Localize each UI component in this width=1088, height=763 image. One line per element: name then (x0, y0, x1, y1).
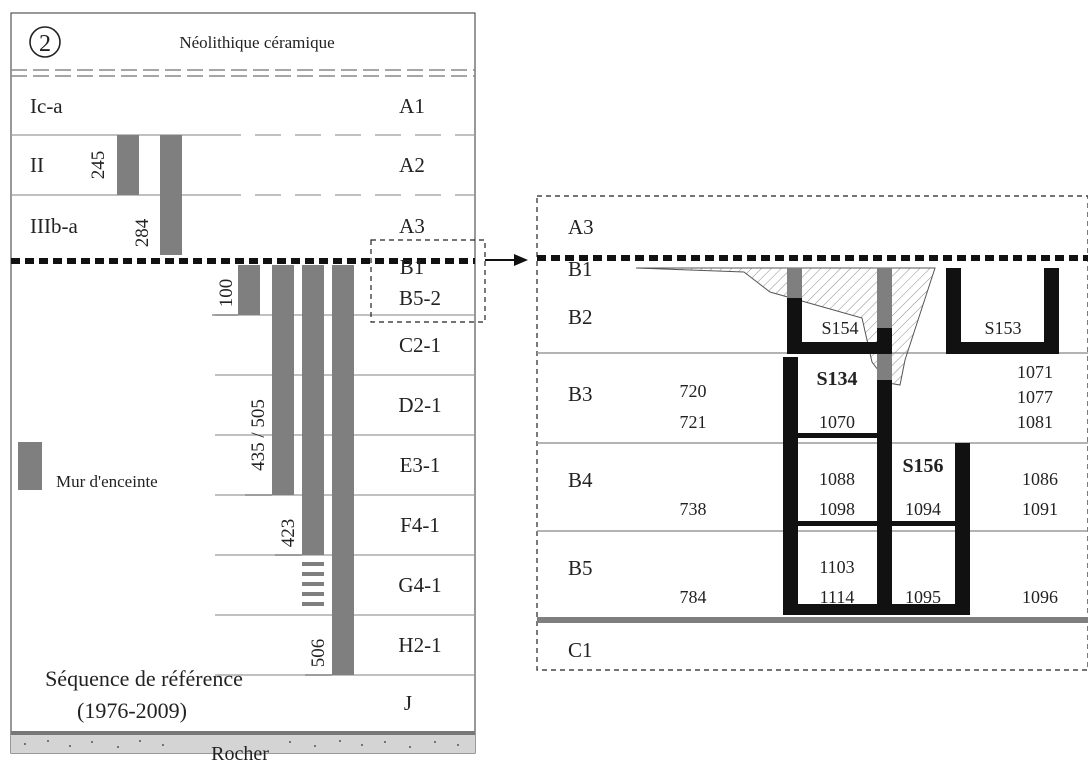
zoom-arrow-head (514, 254, 528, 266)
wall-bar-435-505 (272, 265, 294, 495)
left-panel-frame (10, 12, 476, 754)
phase-ic-a: Ic-a (30, 94, 63, 118)
num-1081: 1081 (1017, 412, 1053, 432)
wall-label-245: 245 (88, 151, 109, 180)
label-s134: S134 (816, 368, 857, 390)
right-layer-a3: A3 (568, 215, 594, 239)
bedrock-band (11, 733, 475, 753)
bedrock-speckles (24, 740, 459, 748)
num-1098: 1098 (819, 499, 855, 519)
wall-bar-506 (332, 265, 354, 675)
phase-iiib-a: IIIb-a (30, 214, 78, 238)
layer-f4-1: F4-1 (400, 513, 440, 537)
wall-label-423: 423 (278, 519, 299, 548)
num-1071: 1071 (1017, 362, 1053, 382)
num-1070: 1070 (819, 412, 855, 432)
num-720: 720 (680, 381, 707, 401)
num-1088: 1088 (819, 469, 855, 489)
layer-a2: A2 (399, 153, 425, 177)
layer-a1: A1 (399, 94, 425, 118)
num-738: 738 (680, 499, 707, 519)
structure-s153 (946, 268, 1059, 354)
circle-number-ring (29, 26, 61, 58)
wall-bar-284 (160, 135, 182, 255)
layer-e3-1: E3-1 (400, 453, 441, 477)
wall-bar-245 (117, 135, 139, 195)
num-1091: 1091 (1022, 499, 1058, 519)
layer-g4-1: G4-1 (398, 573, 441, 597)
wall-label-100: 100 (216, 279, 237, 308)
wall-bar-100 (238, 265, 260, 315)
phase-ii: II (30, 153, 44, 177)
circle-number: 2 (39, 31, 51, 57)
wall-label-ticks (212, 314, 332, 676)
label-s153: S153 (984, 318, 1021, 338)
wall-label-506: 506 (308, 639, 329, 668)
wall-bars (18, 135, 354, 675)
num-1114: 1114 (820, 587, 855, 607)
layer-b5-2: B5-2 (399, 286, 441, 310)
layer-h2-1: H2-1 (398, 633, 441, 657)
num-1095: 1095 (905, 587, 941, 607)
legend-label: Mur d'enceinte (56, 472, 158, 491)
zoom-selection-box (370, 239, 486, 323)
bedrock-label: Rocher (211, 743, 269, 763)
layer-b1: B1 (400, 255, 425, 279)
wall-label-284: 284 (132, 218, 153, 247)
right-layer-b5: B5 (568, 556, 593, 580)
num-721: 721 (680, 412, 707, 432)
wall-bar-423-dashed (302, 562, 324, 606)
right-panel: A3 B1 B2 B3 B4 B5 C1 S154 S153 S134 S156… (536, 195, 1088, 671)
right-layer-b2: B2 (568, 305, 593, 329)
num-1077: 1077 (1017, 387, 1053, 407)
right-layer-c1: C1 (568, 638, 593, 662)
layer-j: J (404, 691, 412, 715)
wall-label-435-505: 435 / 505 (248, 399, 269, 471)
s154-gray-extension (877, 354, 892, 380)
right-layer-lines (537, 352, 1088, 532)
num-1086: 1086 (1022, 469, 1058, 489)
right-layer-b4: B4 (568, 468, 593, 492)
layer-c2-1: C2-1 (399, 333, 441, 357)
label-s154: S154 (821, 318, 858, 338)
wall-bar-423 (302, 265, 324, 555)
caption-line-1: Séquence de référence (45, 666, 243, 691)
structure-s134 (783, 357, 892, 615)
label-s156: S156 (902, 455, 943, 477)
right-layer-b3: B3 (568, 382, 593, 406)
num-1096: 1096 (1022, 587, 1058, 607)
num-1094: 1094 (905, 499, 941, 519)
structure-s156 (892, 443, 970, 615)
caption-line-2: (1976-2009) (77, 698, 187, 723)
num-1103: 1103 (819, 557, 854, 577)
left-panel: 2 Néolithique céramique Ic-a II IIIb-a A… (10, 12, 528, 763)
num-784: 784 (680, 587, 707, 607)
structure-s154 (787, 268, 892, 354)
layer-a3: A3 (399, 214, 425, 238)
legend-swatch (18, 442, 42, 490)
layer-d2-1: D2-1 (398, 393, 441, 417)
period-header: Néolithique céramique (179, 33, 334, 52)
right-layer-b1: B1 (568, 257, 593, 281)
right-panel-frame (536, 195, 1088, 671)
